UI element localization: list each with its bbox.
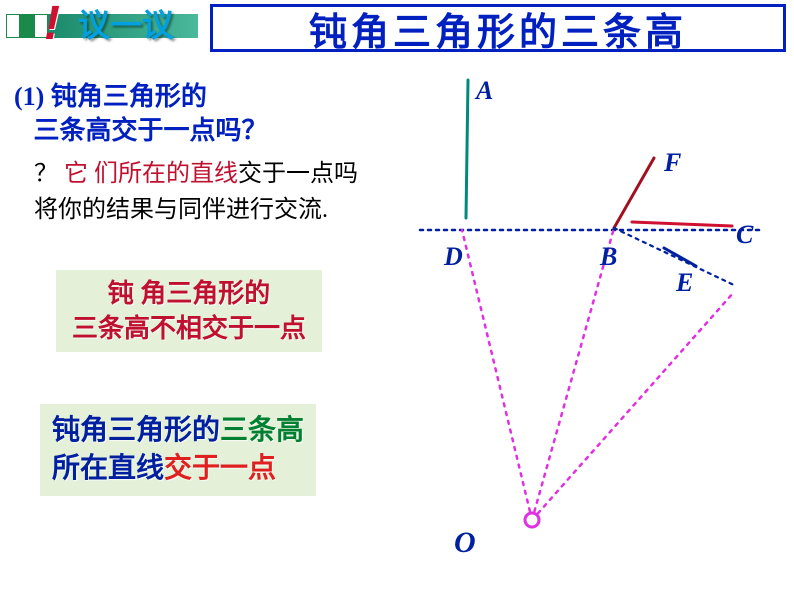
- subtext-tail: 交于一点吗: [238, 161, 358, 187]
- box1-line2: 三条高不相交于一点: [72, 314, 306, 343]
- diagram-svg: [400, 70, 794, 590]
- label-C: C: [736, 220, 753, 250]
- subtext-line2: 将你的结果与同伴进行交流.: [34, 197, 328, 223]
- label-B: B: [600, 242, 617, 272]
- box2-p2: 三条高: [220, 415, 304, 446]
- subtext-qmark: ？: [34, 161, 58, 187]
- label-A: A: [476, 76, 493, 106]
- label-F: F: [664, 148, 681, 178]
- label-E: E: [676, 268, 693, 298]
- question-line2: 三条高交于一点吗？: [34, 116, 268, 145]
- exclamation-icon: !: [44, 0, 60, 51]
- box2-p3: 所在直线: [52, 453, 164, 484]
- title-box: 钝角三角形的三条高: [210, 4, 786, 52]
- box1-line1: 钝 角三角形的: [108, 279, 271, 308]
- header-tag: 议一议: [78, 0, 174, 46]
- subtext-red: 它 们所在的直线: [64, 161, 238, 187]
- header-marker: [6, 14, 48, 38]
- subtext-block: ？ 它 们所在的直线交于一点吗 将你的结果与同伴进行交流.: [34, 156, 358, 228]
- question-text: (1) 钝角三角形的 三条高交于一点吗？: [14, 80, 268, 148]
- box2-p1: 钝角三角形的: [52, 415, 220, 446]
- geometry-diagram: A D B C F E O: [400, 70, 794, 590]
- label-D: D: [444, 242, 463, 272]
- page-title: 钝角三角形的三条高: [309, 1, 687, 56]
- question-prefix: (1): [14, 82, 44, 111]
- callout-box-2: 钝角三角形的三条高 所在直线交于一点: [40, 404, 316, 496]
- box2-p4: 交于一点: [164, 453, 276, 484]
- label-O: O: [454, 526, 476, 560]
- callout-box-1: 钝 角三角形的 三条高不相交于一点: [56, 270, 322, 352]
- question-line1: 钝角三角形的: [51, 82, 207, 111]
